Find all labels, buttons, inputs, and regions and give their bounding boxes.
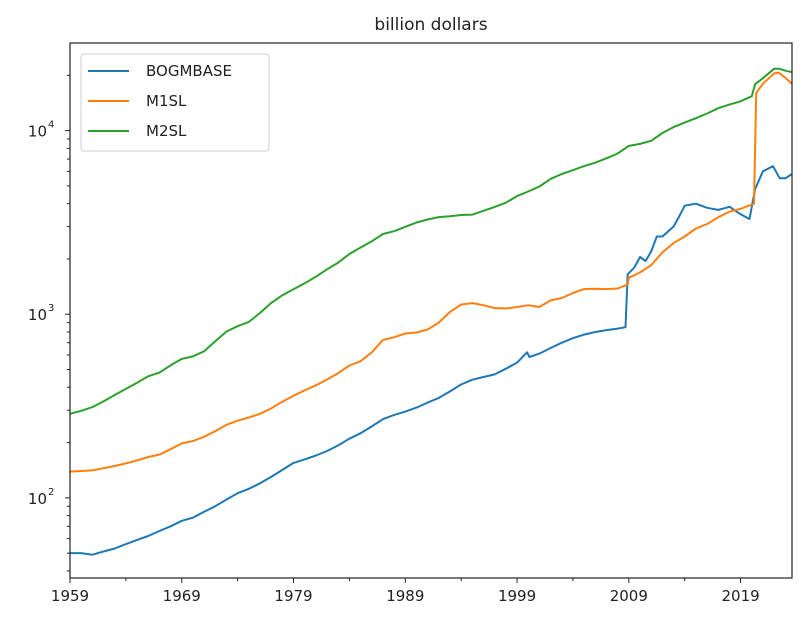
chart-title: billion dollars — [374, 15, 487, 35]
x-tick-label: 1969 — [163, 587, 201, 605]
y-tick-label: 10 — [28, 306, 47, 324]
series-line-m2sl — [69, 67, 793, 415]
legend-box — [80, 53, 270, 152]
y-tick-label: 10 — [28, 123, 47, 141]
legend: BOGMBASE M1SL M2SL — [80, 53, 270, 152]
x-tick-label: 2019 — [721, 587, 759, 605]
legend-label-bogmbase: BOGMBASE — [146, 62, 232, 80]
legend-label-m1sl: M1SL — [146, 92, 187, 110]
x-tick-label: 2009 — [610, 587, 648, 605]
x-tick-label: 1979 — [274, 587, 312, 605]
series-line-bogmbase — [70, 165, 793, 556]
plot-frame — [69, 42, 793, 579]
y-tick-exponent: 4 — [48, 120, 54, 131]
y-tick-exponent: 2 — [48, 487, 54, 498]
x-tick-label: 1999 — [498, 587, 536, 605]
y-tick-label: 10 — [28, 490, 47, 508]
series-layer — [69, 67, 793, 556]
y-tick-exponent: 3 — [48, 303, 54, 314]
x-tick-label: 1959 — [51, 587, 89, 605]
series-line-m1sl — [69, 71, 793, 473]
x-tick-label: 1989 — [386, 587, 424, 605]
legend-label-m2sl: M2SL — [146, 122, 187, 140]
